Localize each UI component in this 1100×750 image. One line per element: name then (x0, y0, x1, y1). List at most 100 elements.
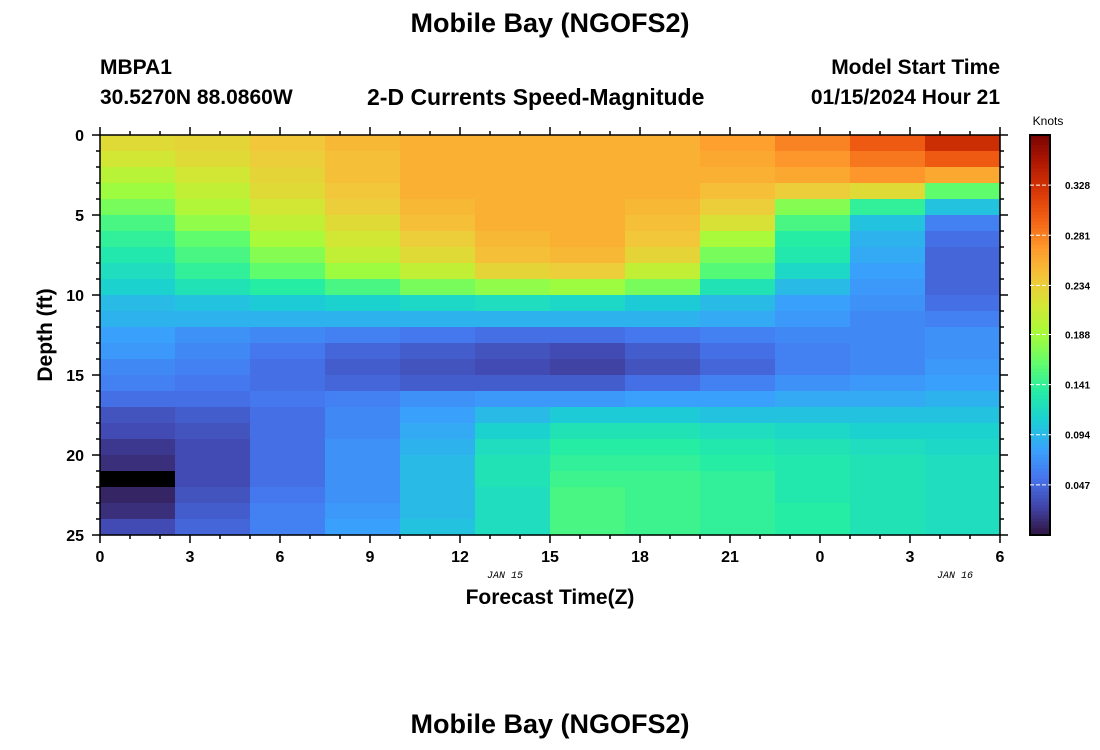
heatmap-cell (100, 231, 176, 248)
colorbar-segment (1030, 215, 1050, 219)
heatmap-cell (700, 199, 776, 216)
heatmap-cell (700, 439, 776, 456)
colorbar-segment (1030, 235, 1050, 239)
colorbar-segment (1030, 295, 1050, 299)
heatmap-cell (250, 279, 326, 296)
heatmap-cell (175, 343, 251, 360)
colorbar-segment (1030, 435, 1050, 439)
heatmap-cell (550, 327, 626, 344)
heatmap-cell (100, 391, 176, 408)
heatmap-cell (925, 311, 1001, 328)
heatmap-cell (325, 279, 401, 296)
heatmap-cell (625, 455, 701, 472)
heatmap-cell (475, 263, 551, 280)
colorbar-segment (1030, 365, 1050, 369)
heatmap-cell (100, 423, 176, 440)
heatmap-cell (850, 519, 926, 536)
heatmap-cell (925, 167, 1001, 184)
heatmap-cell (775, 519, 851, 536)
heatmap-cell (700, 215, 776, 232)
y-tick-label: 5 (75, 208, 84, 225)
heatmap-cell (475, 183, 551, 200)
colorbar-segment (1030, 308, 1050, 313)
heatmap-cell (850, 423, 926, 440)
colorbar-tick-label: 0.234 (1065, 281, 1090, 292)
colorbar-segment (1030, 151, 1050, 156)
heatmap-cell (775, 199, 851, 216)
heatmap-cell (100, 183, 176, 200)
heatmap-cell (475, 247, 551, 264)
heatmap-cell (325, 487, 401, 504)
heatmap-cell (700, 471, 776, 488)
heatmap-cell (925, 375, 1001, 392)
heatmap-cell (625, 135, 701, 152)
heatmap-cell (700, 183, 776, 200)
heatmap-cell (400, 263, 476, 280)
heatmap-cell (400, 311, 476, 328)
heatmap-cell (250, 407, 326, 424)
heatmap-cell (400, 455, 476, 472)
heatmap-cell (850, 311, 926, 328)
heatmap-cell (625, 167, 701, 184)
heatmap-cell (775, 439, 851, 456)
heatmap-cell (850, 183, 926, 200)
y-tick-label: 20 (66, 448, 84, 465)
heatmap-cell (250, 375, 326, 392)
colorbar-segment (1030, 381, 1050, 386)
colorbar-segment (1030, 155, 1050, 159)
heatmap-cell (175, 455, 251, 472)
heatmap-cell (475, 503, 551, 520)
heatmap-cell (700, 359, 776, 376)
heatmap-cell (775, 183, 851, 200)
heatmap-cell (850, 375, 926, 392)
colorbar-segment (1030, 425, 1050, 429)
y-tick-label: 15 (66, 368, 84, 385)
heatmap-cell (850, 343, 926, 360)
heatmap-cell (775, 327, 851, 344)
heatmap-cell (925, 471, 1001, 488)
heatmap-cell (700, 327, 776, 344)
heatmap-cell (475, 391, 551, 408)
heatmap-cell (250, 231, 326, 248)
heatmap-cell (400, 151, 476, 168)
heatmap-cell (625, 471, 701, 488)
colorbar-segment (1030, 288, 1050, 293)
colorbar-segment (1030, 345, 1050, 349)
x-date-label: JAN 16 (937, 571, 973, 582)
colorbar-frame (1029, 134, 1051, 536)
heatmap-cell (625, 327, 701, 344)
heatmap-cell (775, 279, 851, 296)
heatmap-cell (475, 407, 551, 424)
x-tick-label: 21 (721, 549, 739, 566)
heatmap-cell (100, 471, 176, 488)
heatmap-cell (775, 135, 851, 152)
x-tick-label: 3 (186, 549, 195, 566)
heatmap-cell (625, 519, 701, 536)
colorbar-segment (1030, 321, 1050, 326)
colorbar-segment (1030, 135, 1050, 139)
heatmap-cell (625, 279, 701, 296)
heatmap-cell (475, 231, 551, 248)
heatmap-cell (325, 375, 401, 392)
heatmap-cell (475, 215, 551, 232)
heatmap-cell (400, 199, 476, 216)
heatmap-cell (925, 199, 1001, 216)
heatmap-cell (250, 247, 326, 264)
heatmap-cell (475, 343, 551, 360)
heatmap-cell (175, 247, 251, 264)
colorbar-segment (1030, 415, 1050, 419)
heatmap-cell (175, 327, 251, 344)
colorbar-segment (1030, 208, 1050, 213)
colorbar-segment (1030, 351, 1050, 356)
heatmap-cell (325, 263, 401, 280)
heatmap-cell (775, 343, 851, 360)
heatmap-cell (700, 343, 776, 360)
heatmap-cell (925, 247, 1001, 264)
heatmap-cell (175, 215, 251, 232)
heatmap-cell (250, 199, 326, 216)
colorbar-segment (1030, 481, 1050, 486)
heatmap-cell (250, 167, 326, 184)
colorbar-segment (1030, 468, 1050, 473)
heatmap-cell (775, 375, 851, 392)
heatmap-cell (700, 407, 776, 424)
